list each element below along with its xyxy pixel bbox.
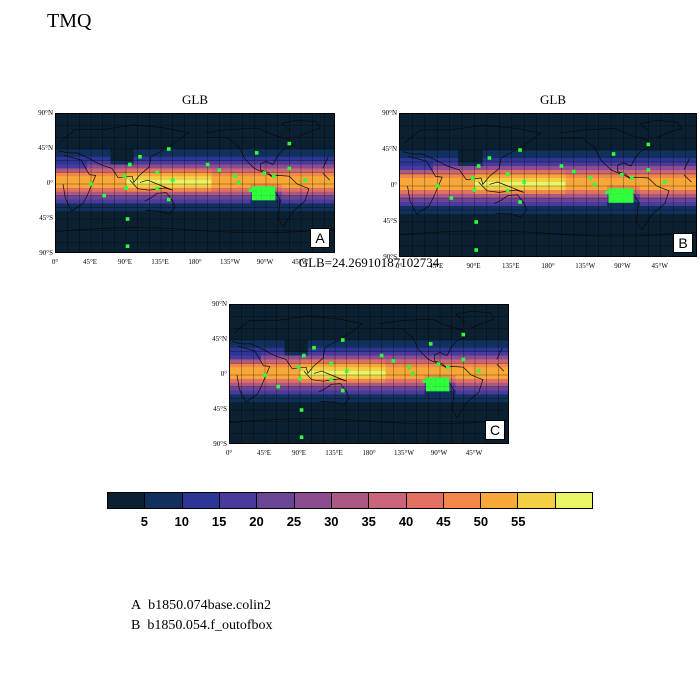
lat-tick-label: 0° <box>220 370 227 378</box>
lon-tick-label: 135°E <box>325 449 343 457</box>
lon-tick-label: 180° <box>188 258 202 266</box>
colorbar-swatch <box>294 493 332 508</box>
lon-tick-label: 135°W <box>220 258 240 266</box>
legend-key: A <box>131 598 142 613</box>
significance-stipple <box>263 332 481 440</box>
page-title: TMQ <box>47 10 92 32</box>
colorbar-swatch <box>406 493 444 508</box>
lat-tick-label: 45°S <box>383 217 397 225</box>
lon-tick-label: 135°W <box>575 262 596 270</box>
colorbar-swatch <box>108 493 146 508</box>
legend-text: b1850.054.f_outofbox <box>147 618 273 633</box>
lat-tick-label: 45°S <box>213 405 227 413</box>
lat-tick-label: 90°N <box>38 109 53 117</box>
lat-tick-label: 45°N <box>212 335 227 343</box>
lon-tick-label: 90°E <box>466 262 481 270</box>
lon-tick-label: 45°W <box>291 258 309 266</box>
lon-tick-label: 0° <box>225 449 233 457</box>
colorbar-swatch <box>443 493 482 508</box>
lat-tick-label: 90°S <box>383 253 397 261</box>
map-panel-a <box>55 113 335 253</box>
significance-stipple <box>435 142 667 252</box>
tmq-field-a <box>56 114 334 252</box>
colorbar-swatch <box>369 493 407 508</box>
legend-item-b: B b1850.054.f_outofbox <box>131 618 273 634</box>
lat-tick-label: 90°S <box>39 249 53 257</box>
lon-tick-label: 90°W <box>430 449 448 457</box>
lat-tick-label: 0° <box>390 181 397 189</box>
panel-b-label: B <box>673 233 693 253</box>
lat-tick-label: 45°N <box>38 144 53 152</box>
legend-key: B <box>131 618 141 633</box>
lat-tick-label: 90°N <box>212 300 227 308</box>
colorbar-swatch <box>257 493 295 508</box>
lon-tick-label: 45°W <box>651 262 668 270</box>
colorbar-swatch <box>182 493 220 508</box>
lat-tick-label: 90°N <box>382 109 397 117</box>
panel-c-title: GLB=24.26910187102734 <box>298 255 440 270</box>
lon-tick-label: 45°W <box>465 449 483 457</box>
colorbar-label: 25 <box>286 514 302 529</box>
colorbar-swatch <box>145 493 183 508</box>
colorbar-swatch <box>518 493 556 508</box>
lat-tick-label: 90°S <box>213 440 227 448</box>
panel-a-label: A <box>310 228 330 248</box>
colorbar <box>107 492 593 509</box>
lon-tick-label: 90°E <box>291 449 307 457</box>
tmq-field-c <box>230 305 508 443</box>
legend-item-a: A b1850.074base.colin2 <box>131 598 271 614</box>
lon-tick-label: 90°E <box>117 258 133 266</box>
lon-tick-label: 0° <box>395 262 403 270</box>
colorbar-label: 15 <box>211 514 227 529</box>
colorbar-label: 40 <box>398 514 414 529</box>
lon-tick-label: 135°W <box>394 449 414 457</box>
colorbar-swatch <box>555 493 593 508</box>
lon-tick-label: 135°E <box>501 262 520 270</box>
lon-tick-label: 180° <box>362 449 376 457</box>
colorbar-label: 30 <box>324 514 339 529</box>
map-panel-b <box>399 113 697 257</box>
colorbar-label: 45 <box>436 514 451 529</box>
colorbar-label: 10 <box>174 514 189 529</box>
colorbar-label: 20 <box>249 514 264 529</box>
legend-text: b1850.074base.colin2 <box>148 598 271 613</box>
colorbar-label: 5 <box>140 514 148 529</box>
colorbar-label: 55 <box>510 514 526 529</box>
lat-tick-label: 45°S <box>39 214 53 222</box>
lon-tick-label: 180° <box>541 262 555 270</box>
colorbar-swatch <box>331 493 370 508</box>
panel-b-title: GLB <box>540 92 566 107</box>
lon-tick-label: 45°E <box>256 449 272 457</box>
panel-c-label: C <box>485 420 505 440</box>
lat-tick-label: 45°N <box>382 145 397 153</box>
map-panel-c <box>229 304 509 444</box>
lon-tick-label: 135°E <box>151 258 169 266</box>
lon-tick-label: 0° <box>51 258 59 266</box>
colorbar-swatch <box>219 493 258 508</box>
lon-tick-label: 90°W <box>614 262 631 270</box>
colorbar-swatch <box>481 493 519 508</box>
panel-a-title: GLB <box>182 92 208 107</box>
lon-tick-label: 45°E <box>429 262 444 270</box>
colorbar-label: 50 <box>473 514 489 529</box>
significance-stipple <box>89 141 307 249</box>
tmq-field-b <box>400 114 696 256</box>
lat-tick-label: 0° <box>46 179 53 187</box>
colorbar-label: 35 <box>361 514 376 529</box>
lon-tick-label: 45°E <box>82 258 98 266</box>
lon-tick-label: 90°W <box>256 258 274 266</box>
